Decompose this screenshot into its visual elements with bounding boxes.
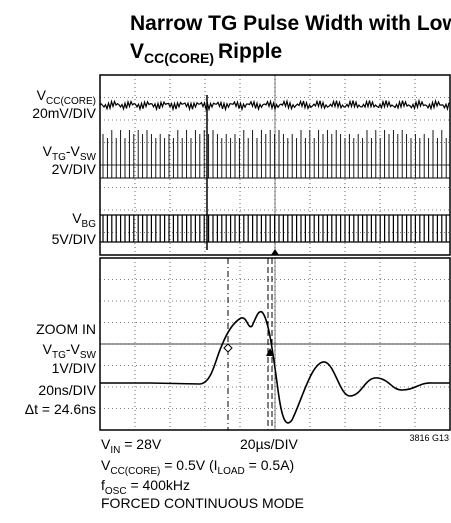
zoom-scale: 1V/DIV: [52, 360, 97, 376]
ch-scale: 20mV/DIV: [32, 105, 96, 121]
t: V: [37, 87, 47, 103]
title: VCC(CORE) Ripple: [130, 40, 282, 66]
t: CC(CORE): [110, 466, 160, 477]
t: V: [43, 341, 53, 357]
vin: VIN = 28V: [101, 436, 162, 456]
ch-name: VCC(CORE): [37, 87, 96, 107]
zoom-panel: [100, 258, 450, 430]
zoom-name: VTG-VSW: [43, 341, 97, 361]
t: = 0.5A): [245, 457, 294, 473]
zoom-delta: Δt = 24.6ns: [25, 401, 96, 417]
channel-labels: VCC(CORE) 20mV/DIV VTG-VSW 2V/DIV VBG 5V…: [25, 87, 97, 417]
ch-name: VTG-VSW: [43, 143, 97, 163]
top-panel: [99, 75, 450, 255]
zoom-trace: [100, 310, 450, 424]
zoom-label: ZOOM IN: [36, 321, 96, 337]
zoom-marker: [223, 343, 233, 353]
t: IN: [110, 445, 120, 456]
t: SW: [80, 152, 97, 163]
ripple-trace: [99, 98, 450, 112]
t: V: [101, 436, 111, 452]
title-sub: CC(CORE): [144, 50, 214, 66]
vcc: VCC(CORE) = 0.5V (ILOAD = 0.5A): [101, 457, 294, 477]
figure-code: 3816 G13: [409, 433, 449, 443]
t: V: [72, 210, 82, 226]
fosc: fOSC = 400kHz: [101, 477, 190, 497]
t: TG: [52, 350, 66, 361]
t: = 400kHz: [127, 477, 190, 493]
frame: [99, 74, 451, 256]
t: -V: [66, 143, 81, 159]
title: Narrow TG Pulse Width with Low: [130, 12, 451, 35]
title-part: V: [130, 40, 144, 63]
ch-scale: 2V/DIV: [52, 161, 97, 177]
t: = 0.5V (I: [160, 457, 217, 473]
t: = 28V: [120, 436, 162, 452]
title-part: Ripple: [218, 40, 282, 63]
zoom-marker: [266, 348, 274, 356]
timebase: 20µs/DIV: [240, 436, 299, 452]
trigger-mark: [271, 249, 279, 255]
frame: [99, 257, 451, 431]
t: CC(CORE): [46, 96, 96, 107]
t: TG: [52, 152, 66, 163]
t: V: [43, 143, 53, 159]
mode: FORCED CONTINUOUS MODE: [101, 495, 304, 511]
t: SW: [80, 350, 97, 361]
ch-scale: 5V/DIV: [52, 231, 97, 247]
t: -V: [66, 341, 81, 357]
t: BG: [82, 219, 97, 230]
t: V: [101, 457, 111, 473]
t: OSC: [105, 486, 127, 497]
zoom-timebase: 20ns/DIV: [38, 382, 96, 398]
ch-name: VBG: [72, 210, 96, 230]
t: f: [101, 477, 105, 493]
t: LOAD: [218, 466, 245, 477]
